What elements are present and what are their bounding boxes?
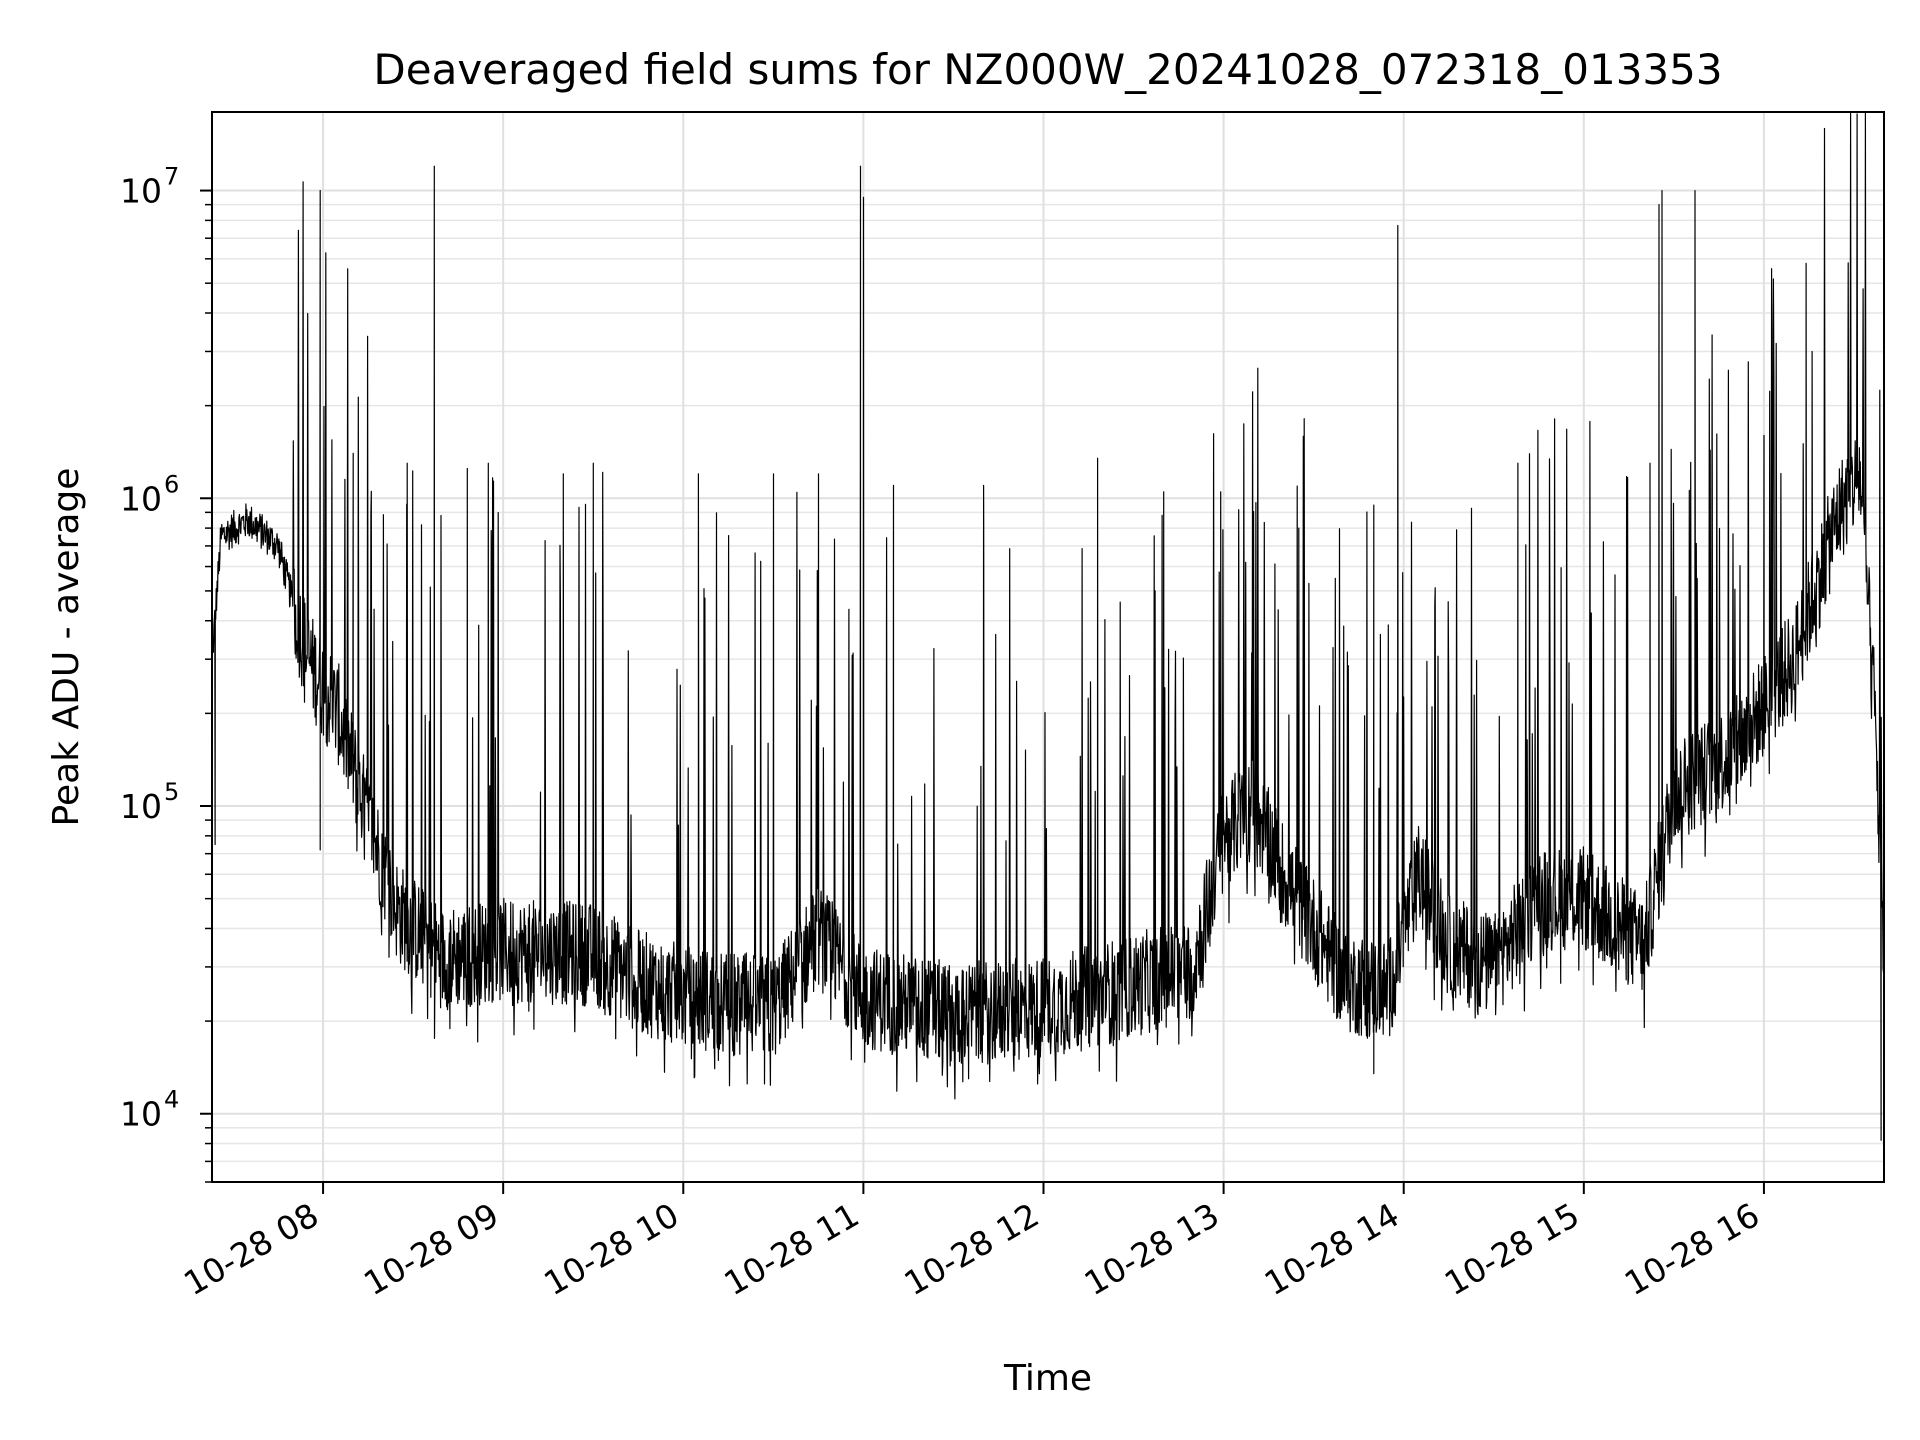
y-tick-label: 10 [120,479,162,518]
chart-title: Deaveraged field sums for NZ000W_2024102… [373,45,1722,94]
data-series-line [211,112,1885,1141]
y-tick-exponent: 4 [164,1086,179,1114]
x-axis-label: Time [1003,1358,1092,1399]
y-tick-exponent: 6 [164,470,179,498]
y-axis-label: Peak ADU - average [46,468,87,827]
series-path [211,112,1885,1141]
y-tick-label: 10 [120,787,162,826]
plot-area-frame [211,111,1885,1183]
y-tick-label: 10 [120,1095,162,1134]
y-tick-exponent: 5 [164,778,179,806]
y-tick-exponent: 7 [164,163,179,191]
y-tick-label: 10 [120,172,162,211]
